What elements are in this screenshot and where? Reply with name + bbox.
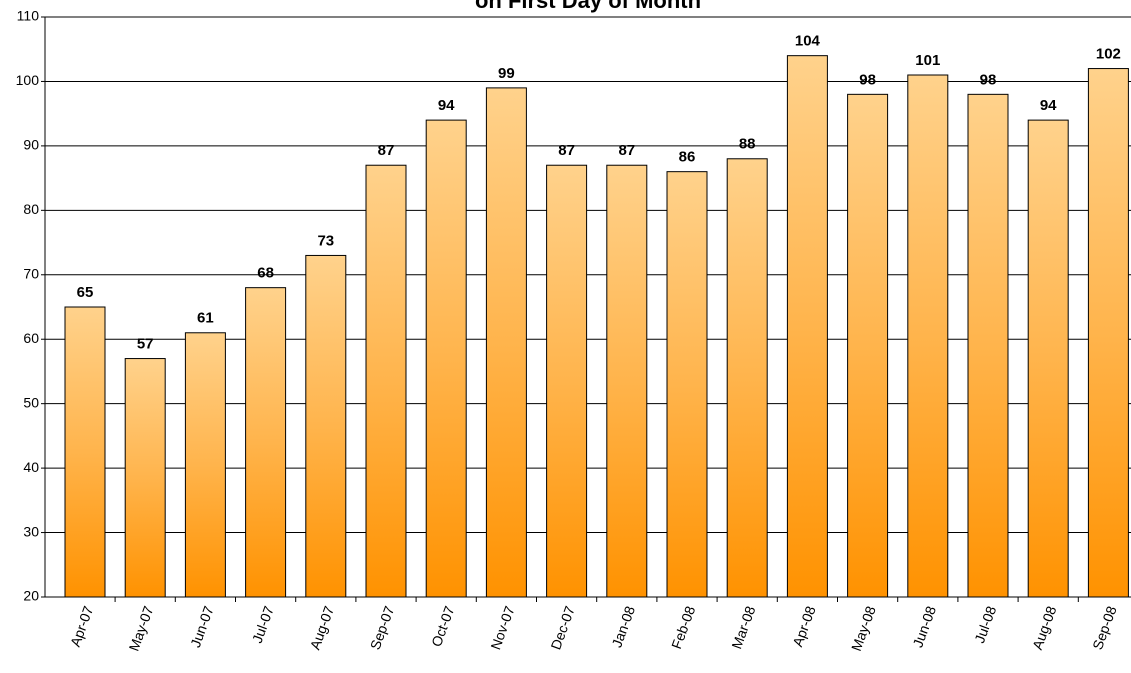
data-label: 88 xyxy=(739,136,756,153)
y-tick-label: 80 xyxy=(23,201,39,217)
data-label: 94 xyxy=(438,97,455,114)
y-tick-label: 50 xyxy=(23,394,39,410)
bar xyxy=(305,254,347,598)
x-tick-label: Aug-08 xyxy=(1029,604,1060,652)
y-tick-label: 60 xyxy=(23,330,39,346)
bar xyxy=(124,358,166,598)
data-label: 102 xyxy=(1096,46,1121,63)
data-label: 87 xyxy=(558,142,575,159)
bar xyxy=(245,287,287,598)
x-tick-label: Oct-07 xyxy=(428,604,457,649)
bar xyxy=(967,93,1009,598)
x-tick-label: May-08 xyxy=(848,604,879,654)
x-tick-label: Nov-07 xyxy=(487,604,518,652)
data-label: 104 xyxy=(795,33,821,50)
x-tick-label: Dec-07 xyxy=(547,604,578,652)
x-tick-label: Jun-07 xyxy=(187,604,217,650)
y-tick-label: 100 xyxy=(16,72,40,88)
y-tick-label: 40 xyxy=(23,459,39,475)
x-tick-label: Aug-07 xyxy=(307,604,338,652)
data-label: 87 xyxy=(618,142,635,159)
data-label: 57 xyxy=(137,336,154,353)
data-label: 87 xyxy=(378,142,395,159)
x-tick-label: Feb-08 xyxy=(668,604,698,651)
bar xyxy=(184,332,226,598)
x-tick-label: May-07 xyxy=(125,604,156,654)
data-label: 98 xyxy=(980,71,997,88)
bar xyxy=(726,158,768,598)
data-label: 65 xyxy=(77,284,94,301)
bar xyxy=(907,74,949,598)
x-tick-label: Jul-08 xyxy=(971,604,999,646)
y-tick-label: 70 xyxy=(23,265,39,281)
y-tick-label: 30 xyxy=(23,523,39,539)
data-label: 101 xyxy=(915,52,940,69)
data-label: 94 xyxy=(1040,97,1057,114)
data-label: 98 xyxy=(859,71,876,88)
data-label: 61 xyxy=(197,310,214,327)
data-label: 68 xyxy=(257,265,274,282)
x-tick-label: Jun-08 xyxy=(909,604,939,650)
x-tick-label: Jul-07 xyxy=(249,604,277,646)
chart-title: on First Day of Month xyxy=(475,0,701,13)
bar xyxy=(1027,119,1069,598)
bar xyxy=(64,306,106,598)
bar xyxy=(606,164,648,598)
bar xyxy=(485,87,527,598)
bar xyxy=(1087,68,1129,598)
x-tick-label: Sep-07 xyxy=(367,604,398,652)
bar xyxy=(546,164,588,598)
y-tick-label: 20 xyxy=(23,588,39,604)
bar xyxy=(666,171,708,598)
data-label: 86 xyxy=(679,149,696,166)
x-tick-label: Apr-07 xyxy=(67,604,96,649)
x-tick-label: Mar-08 xyxy=(728,604,758,651)
x-tick-label: Apr-08 xyxy=(789,604,818,649)
x-tick-label: Jan-08 xyxy=(608,604,638,650)
data-label: 73 xyxy=(317,232,334,249)
y-tick-label: 90 xyxy=(23,137,39,153)
bar xyxy=(425,119,467,598)
bar xyxy=(847,93,889,598)
bar xyxy=(365,164,407,598)
y-tick-label: 110 xyxy=(17,8,40,24)
x-tick-label: Sep-08 xyxy=(1089,604,1120,652)
data-label: 99 xyxy=(498,65,515,82)
bar xyxy=(786,55,828,598)
